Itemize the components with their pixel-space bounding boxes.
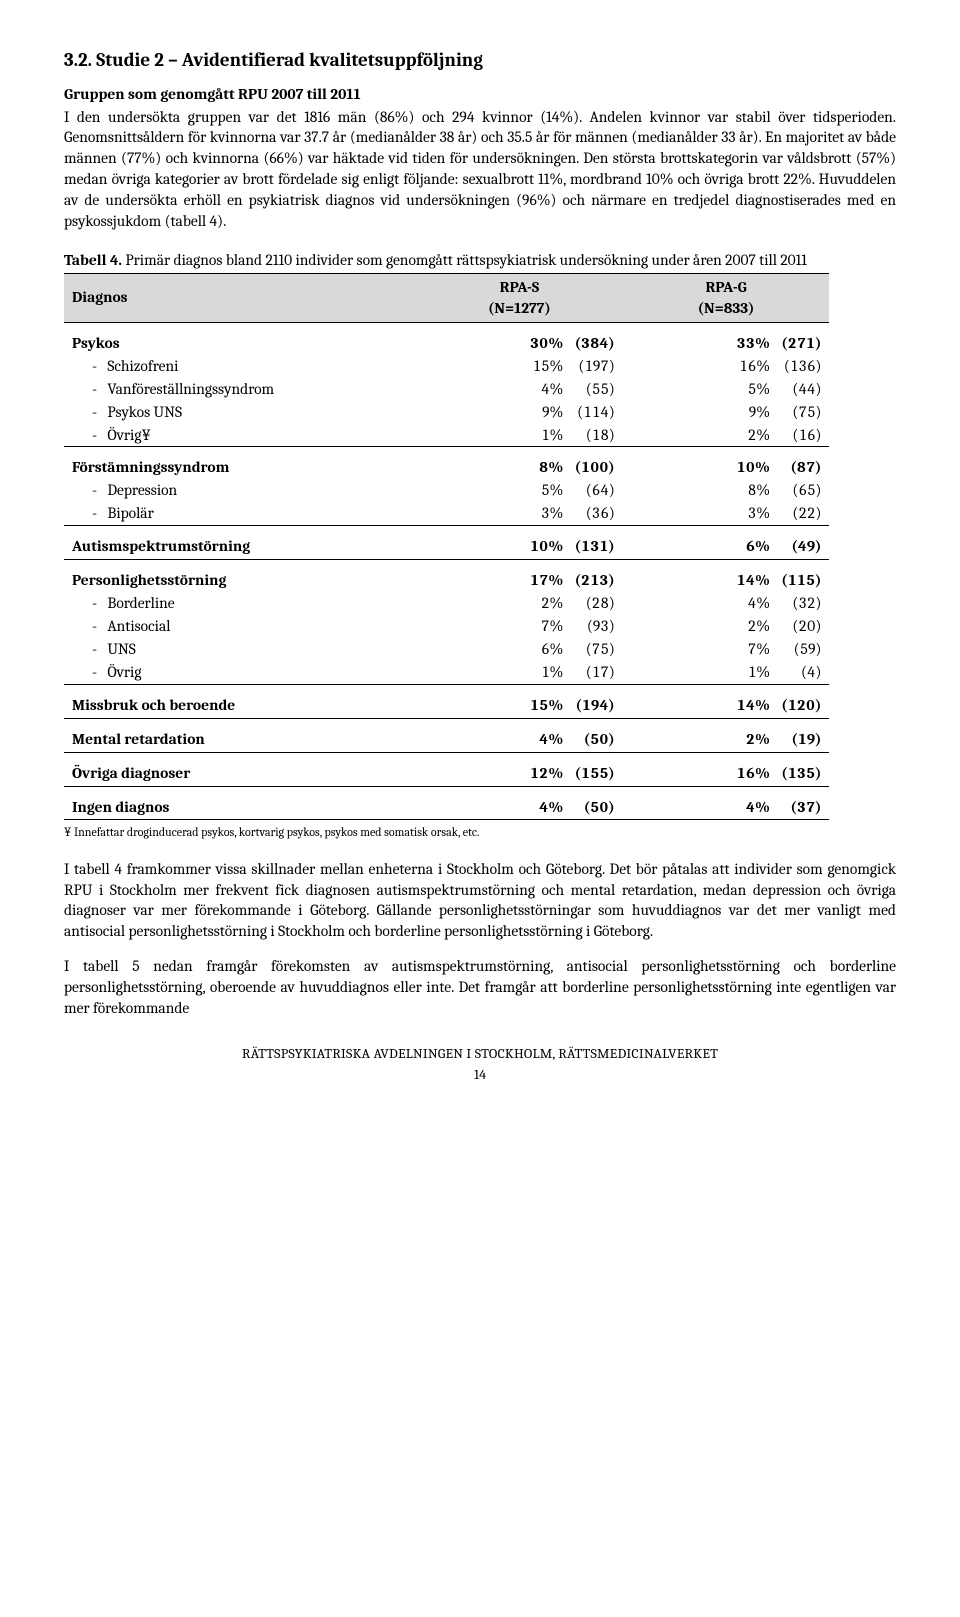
row-sublabel: Vanföreställningssyndrom — [64, 378, 416, 401]
table-cell: 4% (50) — [416, 718, 623, 752]
page-footer: RÄTTSPSYKIATRISKA AVDELNINGEN I STOCKHOL… — [64, 1045, 896, 1085]
table-row: Autismspektrumstörning10% (131)6% (49) — [64, 526, 829, 560]
footer-institution: RÄTTSPSYKIATRISKA AVDELNINGEN I STOCKHOL… — [64, 1045, 896, 1064]
table-cell: 7% (59) — [623, 638, 830, 661]
row-sublabel: Antisocial — [64, 615, 416, 638]
table-cell: 2% (28) — [416, 592, 623, 615]
row-label: Mental retardation — [64, 718, 416, 752]
table-cell: 10% (87) — [623, 447, 830, 479]
row-label: Förstämningssyndrom — [64, 447, 416, 479]
table-cell: 10% (131) — [416, 526, 623, 560]
table-cell: 33% (271) — [623, 322, 830, 354]
table-cell: 8% (100) — [416, 447, 623, 479]
row-sublabel: Bipolär — [64, 502, 416, 525]
table-cell: 2% (16) — [623, 424, 830, 447]
table-cell: 3% (22) — [623, 502, 830, 525]
row-label: Ingen diagnos — [64, 786, 416, 820]
paragraph-1: I den undersökta gruppen var det 1816 mä… — [64, 107, 896, 233]
row-label: Personlighetsstörning — [64, 560, 416, 592]
table-4: Diagnos RPA-S(N=1277) RPA-G(N=833) Psyko… — [64, 273, 829, 820]
table-cell: 16% (136) — [623, 355, 830, 378]
table-row: Övrig1% (17)1% (4) — [64, 661, 829, 684]
table-cell: 1% (4) — [623, 661, 830, 684]
table-cell: 4% (55) — [416, 378, 623, 401]
row-sublabel: Borderline — [64, 592, 416, 615]
table-row: Övriga diagnoser12% (155)16% (135) — [64, 752, 829, 786]
row-label: Autismspektrumstörning — [64, 526, 416, 560]
paragraph-3: I tabell 5 nedan framgår förekomsten av … — [64, 956, 896, 1019]
table-cell: 4% (32) — [623, 592, 830, 615]
table-cell: 2% (20) — [623, 615, 830, 638]
table-cell: 14% (120) — [623, 684, 830, 718]
table-cell: 7% (93) — [416, 615, 623, 638]
table-row: Personlighetsstörning17% (213)14% (115) — [64, 560, 829, 592]
footer-page-number: 14 — [64, 1066, 896, 1085]
table-cell: 9% (75) — [623, 401, 830, 424]
table-cell: 30% (384) — [416, 322, 623, 354]
table-row: UNS6% (75)7% (59) — [64, 638, 829, 661]
table-cell: 9% (114) — [416, 401, 623, 424]
table-cell: 3% (36) — [416, 502, 623, 525]
table-row: Depression5% (64)8% (65) — [64, 479, 829, 502]
table-cell: 2% (19) — [623, 718, 830, 752]
row-sublabel: Schizofreni — [64, 355, 416, 378]
row-label: Missbruk och beroende — [64, 684, 416, 718]
table-cell: 15% (197) — [416, 355, 623, 378]
table-cell: 6% (75) — [416, 638, 623, 661]
table-row: Mental retardation4% (50)2% (19) — [64, 718, 829, 752]
table-row: Missbruk och beroende15% (194)14% (120) — [64, 684, 829, 718]
table-4-caption-text: Primär diagnos bland 2110 individer som … — [125, 251, 806, 269]
row-sublabel: UNS — [64, 638, 416, 661]
row-sublabel: Psykos UNS — [64, 401, 416, 424]
table-cell: 16% (135) — [623, 752, 830, 786]
table-cell: 6% (49) — [623, 526, 830, 560]
table-row: Borderline2% (28)4% (32) — [64, 592, 829, 615]
th-diagnosis: Diagnos — [64, 274, 416, 323]
table-header-row: Diagnos RPA-S(N=1277) RPA-G(N=833) — [64, 274, 829, 323]
table-cell: 1% (18) — [416, 424, 623, 447]
th-rpa-s: RPA-S(N=1277) — [416, 274, 623, 323]
table-cell: 5% (44) — [623, 378, 830, 401]
row-label: Psykos — [64, 322, 416, 354]
table-cell: 14% (115) — [623, 560, 830, 592]
table-4-caption: Tabell 4. Primär diagnos bland 2110 indi… — [124, 250, 896, 271]
th-rpa-g: RPA-G(N=833) — [623, 274, 830, 323]
table-4-label: Tabell 4. — [64, 251, 122, 269]
table-row: Vanföreställningssyndrom4% (55)5% (44) — [64, 378, 829, 401]
row-sublabel: Övrig¥ — [64, 424, 416, 447]
table-cell: 8% (65) — [623, 479, 830, 502]
table-cell: 15% (194) — [416, 684, 623, 718]
table-cell: 5% (64) — [416, 479, 623, 502]
row-sublabel: Depression — [64, 479, 416, 502]
table-4-footnote: ¥ Innefattar droginducerad psykos, kortv… — [64, 824, 896, 840]
section-heading: 3.2. Studie 2 – Avidentifierad kvalitets… — [64, 48, 896, 74]
table-cell: 4% (50) — [416, 786, 623, 820]
table-row: Antisocial7% (93)2% (20) — [64, 615, 829, 638]
table-row: Schizofreni15% (197)16% (136) — [64, 355, 829, 378]
table-row: Ingen diagnos4% (50)4% (37) — [64, 786, 829, 820]
table-row: Förstämningssyndrom8% (100)10% (87) — [64, 447, 829, 479]
table-row: Psykos30% (384)33% (271) — [64, 322, 829, 354]
table-cell: 17% (213) — [416, 560, 623, 592]
table-cell: 1% (17) — [416, 661, 623, 684]
table-cell: 4% (37) — [623, 786, 830, 820]
row-sublabel: Övrig — [64, 661, 416, 684]
table-row: Övrig¥1% (18)2% (16) — [64, 424, 829, 447]
paragraph-2: I tabell 4 framkommer vissa skillnader m… — [64, 859, 896, 943]
subheading: Gruppen som genomgått RPU 2007 till 2011 — [64, 84, 896, 105]
table-row: Psykos UNS9% (114)9% (75) — [64, 401, 829, 424]
row-label: Övriga diagnoser — [64, 752, 416, 786]
table-row: Bipolär3% (36)3% (22) — [64, 502, 829, 525]
table-cell: 12% (155) — [416, 752, 623, 786]
